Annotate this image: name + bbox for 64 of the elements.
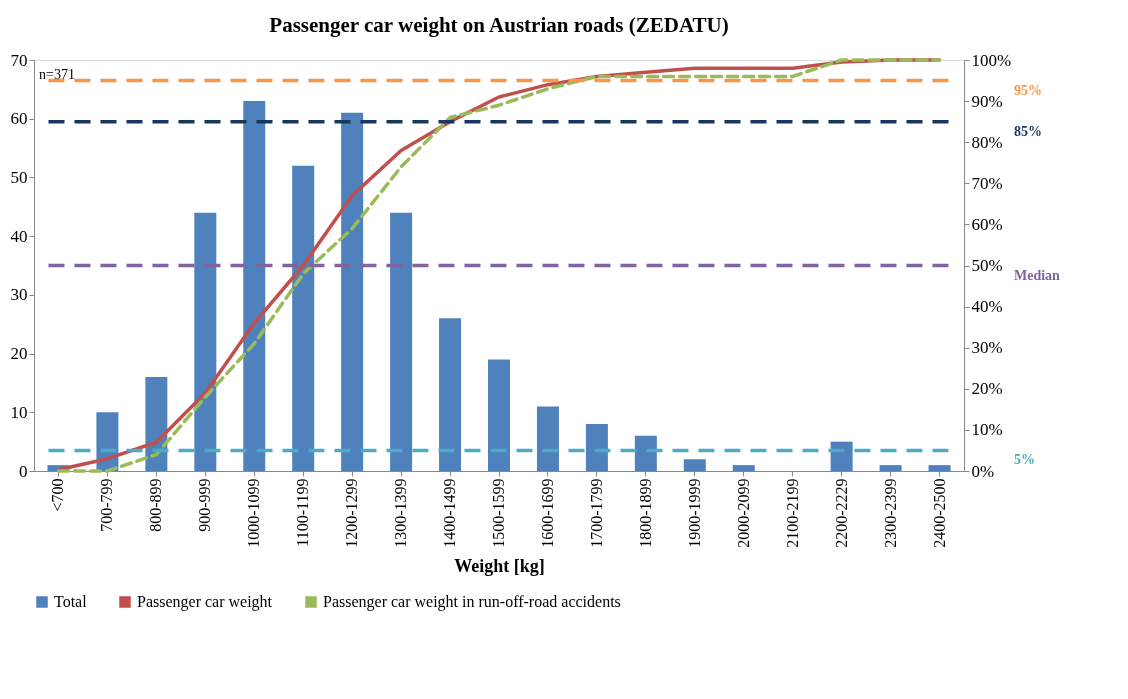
x-tick-label: 1100-1199: [294, 478, 312, 547]
ref-line-label: 5%: [1014, 452, 1035, 468]
x-tick-label: <700: [49, 478, 67, 512]
x-tick-label: 800-899: [147, 478, 165, 532]
annotation: n=371: [39, 67, 75, 82]
y2-tick-label: 30%: [971, 338, 1003, 358]
x-tick-label: 1400-1499: [441, 478, 459, 548]
y-tick-label: 30: [10, 285, 28, 305]
x-tick-label: 1900-1999: [685, 478, 703, 548]
y-tick-label: 0: [19, 461, 28, 481]
y-tick-label: 70: [10, 50, 28, 70]
bar: [536, 406, 559, 471]
bar: [634, 435, 657, 471]
bar: [439, 318, 462, 471]
x-tick-label: 2300-2399: [881, 478, 899, 548]
y2-tick-label: 70%: [971, 173, 1003, 193]
y2-tick-label: 60%: [971, 214, 1003, 234]
y2-tick-label: 80%: [971, 132, 1003, 152]
bar: [928, 465, 951, 471]
y2-tick-label: 20%: [971, 379, 1003, 399]
bar: [879, 465, 902, 471]
legend-label: Passenger car weight in run-off-road accidents: [323, 593, 621, 611]
bar: [683, 459, 706, 471]
x-tick-label: 1600-1699: [538, 478, 556, 548]
bar: [390, 212, 413, 471]
legend-label: Total: [54, 593, 88, 610]
y2-tick-label: 10%: [971, 420, 1003, 440]
bar: [830, 441, 853, 471]
x-axis-title: Weight [kg]: [454, 555, 545, 576]
ref-line-label: 85%: [1014, 123, 1042, 139]
x-tick-label: 2200-2229: [832, 478, 850, 548]
bar: [292, 165, 315, 471]
bar: [341, 112, 364, 471]
y-tick-label: 10: [10, 402, 28, 422]
ref-line-label: 95%: [1014, 82, 1042, 98]
bar: [145, 377, 168, 471]
x-tick-label: 900-999: [196, 478, 214, 532]
bar: [243, 101, 266, 471]
x-tick-label: 1300-1399: [392, 478, 410, 548]
x-tick-label: 2100-2199: [783, 478, 801, 548]
y2-tick-label: 40%: [971, 297, 1003, 317]
y-tick-label: 20: [10, 344, 28, 364]
x-tick-label: 2400-2500: [930, 478, 948, 548]
bar: [732, 465, 755, 471]
y-tick-label: 60: [10, 109, 28, 129]
y2-tick-label: 50%: [971, 256, 1003, 275]
y-tick-label: 50: [10, 167, 28, 187]
bar: [194, 212, 217, 471]
chart-title: Passenger car weight on Austrian roads (ZEDATU): [269, 13, 729, 37]
x-tick-label: 1700-1799: [587, 478, 605, 548]
bar: [488, 359, 510, 471]
x-tick-label: 1500-1599: [490, 478, 507, 548]
ref-line-label: Median: [1014, 267, 1061, 283]
x-tick-label: 700-799: [98, 478, 116, 532]
bar: [585, 424, 608, 471]
legend-label: Passenger car weight: [137, 593, 273, 611]
y2-tick-label: 90%: [971, 91, 1003, 111]
y-tick-label: 40: [10, 226, 28, 246]
x-tick-label: 1000-1099: [245, 478, 263, 548]
y2-tick-label: 100%: [971, 50, 1012, 70]
x-tick-label: 1800-1899: [636, 478, 654, 548]
y2-tick-label: 0%: [971, 461, 995, 481]
x-tick-label: 2000-2099: [734, 478, 752, 548]
x-tick-label: 1200-1299: [343, 478, 361, 548]
